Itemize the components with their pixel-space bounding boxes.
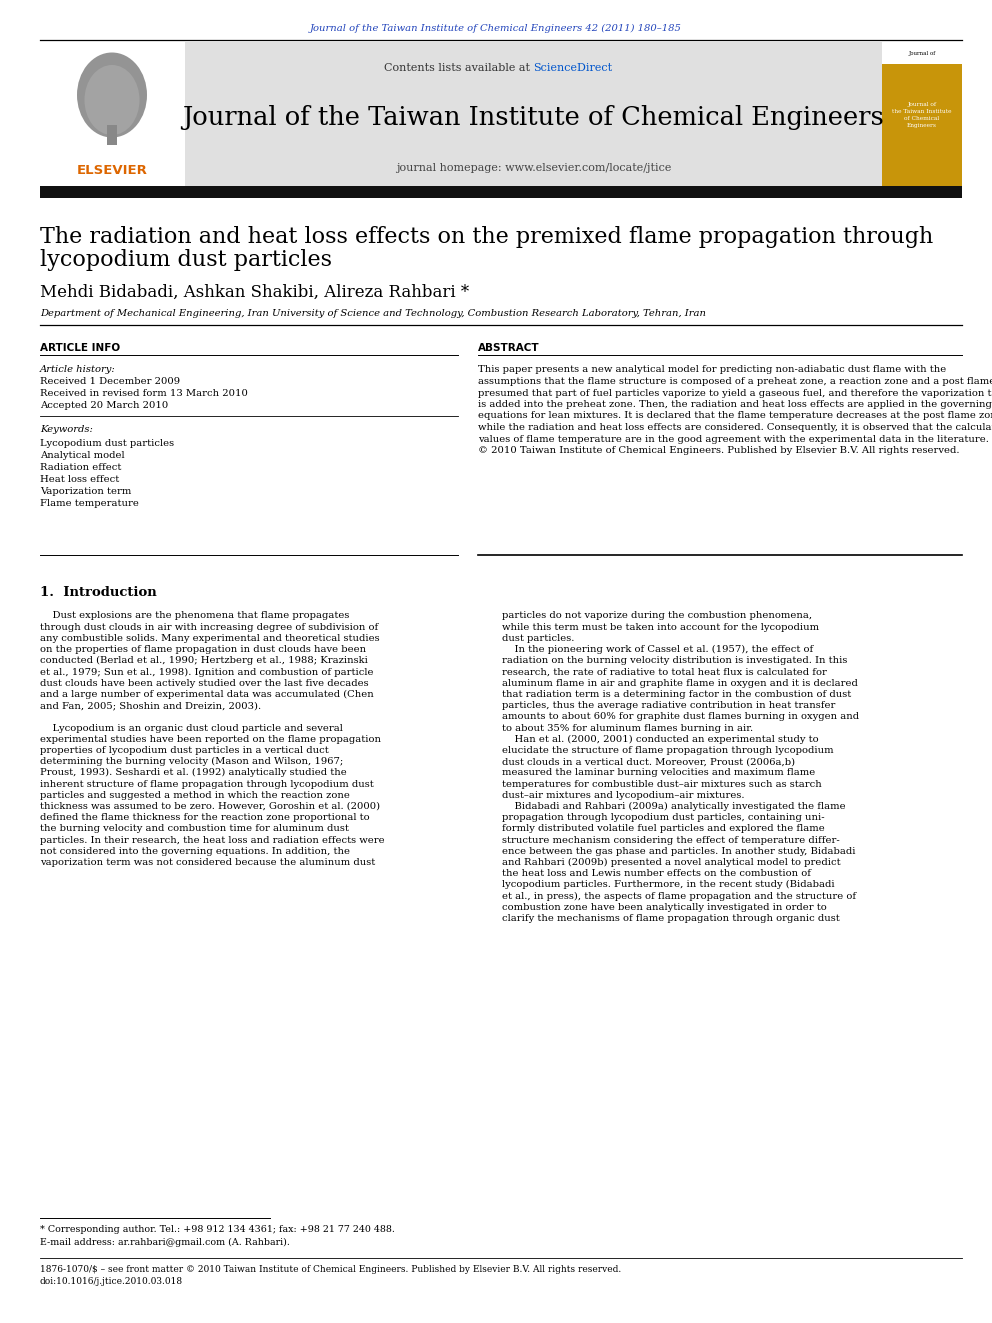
Text: The radiation and heat loss effects on the premixed flame propagation through: The radiation and heat loss effects on t… — [40, 226, 933, 247]
Text: amounts to about 60% for graphite dust flames burning in oxygen and: amounts to about 60% for graphite dust f… — [502, 712, 859, 721]
Text: © 2010 Taiwan Institute of Chemical Engineers. Published by Elsevier B.V. All ri: © 2010 Taiwan Institute of Chemical Engi… — [478, 446, 959, 455]
Text: aluminum flame in air and graphite flame in oxygen and it is declared: aluminum flame in air and graphite flame… — [502, 679, 858, 688]
Text: combustion zone have been analytically investigated in order to: combustion zone have been analytically i… — [502, 902, 826, 912]
Text: Received 1 December 2009: Received 1 December 2009 — [40, 377, 181, 386]
Text: Department of Mechanical Engineering, Iran University of Science and Technology,: Department of Mechanical Engineering, Ir… — [40, 310, 706, 319]
Text: thickness was assumed to be zero. However, Goroshin et al. (2000): thickness was assumed to be zero. Howeve… — [40, 802, 380, 811]
Text: the heat loss and Lewis number effects on the combustion of: the heat loss and Lewis number effects o… — [502, 869, 811, 878]
Bar — [882, 42, 962, 194]
Text: Dust explosions are the phenomena that flame propagates: Dust explosions are the phenomena that f… — [40, 611, 349, 620]
Text: inherent structure of flame propagation through lycopodium dust: inherent structure of flame propagation … — [40, 779, 374, 789]
Bar — [40, 42, 962, 194]
Bar — [882, 42, 962, 64]
Text: particles. In their research, the heat loss and radiation effects were: particles. In their research, the heat l… — [40, 836, 385, 844]
Text: structure mechanism considering the effect of temperature differ-: structure mechanism considering the effe… — [502, 836, 840, 844]
Text: This paper presents a new analytical model for predicting non-adiabatic dust fla: This paper presents a new analytical mod… — [478, 365, 946, 374]
Text: Heat loss effect: Heat loss effect — [40, 475, 119, 483]
Text: Vaporization term: Vaporization term — [40, 487, 131, 496]
Text: Radiation effect: Radiation effect — [40, 463, 121, 471]
Text: doi:10.1016/j.jtice.2010.03.018: doi:10.1016/j.jtice.2010.03.018 — [40, 1278, 184, 1286]
Text: Lycopodium dust particles: Lycopodium dust particles — [40, 438, 175, 447]
Text: while this term must be taken into account for the lycopodium: while this term must be taken into accou… — [502, 623, 819, 631]
Text: * Corresponding author. Tel.: +98 912 134 4361; fax: +98 21 77 240 488.: * Corresponding author. Tel.: +98 912 13… — [40, 1225, 395, 1234]
Ellipse shape — [84, 65, 140, 135]
Text: ence between the gas phase and particles. In another study, Bidabadi: ence between the gas phase and particles… — [502, 847, 855, 856]
Text: dust particles.: dust particles. — [502, 634, 574, 643]
Text: Analytical model: Analytical model — [40, 451, 125, 459]
Text: Contents lists available at: Contents lists available at — [384, 64, 534, 73]
Text: lycopodium particles. Furthermore, in the recent study (Bidabadi: lycopodium particles. Furthermore, in th… — [502, 880, 834, 889]
Text: while the radiation and heat loss effects are considered. Consequently, it is ob: while the radiation and heat loss effect… — [478, 423, 992, 433]
Text: propagation through lycopodium dust particles, containing uni-: propagation through lycopodium dust part… — [502, 814, 824, 822]
Text: presumed that part of fuel particles vaporize to yield a gaseous fuel, and there: presumed that part of fuel particles vap… — [478, 389, 992, 397]
Text: conducted (Berlad et al., 1990; Hertzberg et al., 1988; Krazinski: conducted (Berlad et al., 1990; Hertzber… — [40, 656, 368, 665]
Bar — [40, 187, 962, 198]
Text: not considered into the governing equations. In addition, the: not considered into the governing equati… — [40, 847, 350, 856]
Text: to about 35% for aluminum flames burning in air.: to about 35% for aluminum flames burning… — [502, 724, 753, 733]
Text: radiation on the burning velocity distribution is investigated. In this: radiation on the burning velocity distri… — [502, 656, 847, 665]
Text: defined the flame thickness for the reaction zone proportional to: defined the flame thickness for the reac… — [40, 814, 370, 822]
Text: is added into the preheat zone. Then, the radiation and heat loss effects are ap: is added into the preheat zone. Then, th… — [478, 400, 992, 409]
Text: particles, thus the average radiative contribution in heat transfer: particles, thus the average radiative co… — [502, 701, 835, 710]
Text: clarify the mechanisms of flame propagation through organic dust: clarify the mechanisms of flame propagat… — [502, 914, 840, 923]
Text: Received in revised form 13 March 2010: Received in revised form 13 March 2010 — [40, 389, 248, 398]
Text: 1.  Introduction: 1. Introduction — [40, 586, 157, 598]
Text: Keywords:: Keywords: — [40, 426, 93, 434]
Text: through dust clouds in air with increasing degree of subdivision of: through dust clouds in air with increasi… — [40, 623, 378, 631]
Text: ARTICLE INFO: ARTICLE INFO — [40, 343, 120, 353]
Text: E-mail address: ar.rahbari@gmail.com (A. Rahbari).: E-mail address: ar.rahbari@gmail.com (A.… — [40, 1237, 290, 1246]
Text: vaporization term was not considered because the aluminum dust: vaporization term was not considered bec… — [40, 857, 375, 867]
Text: particles and suggested a method in which the reaction zone: particles and suggested a method in whic… — [40, 791, 350, 799]
Text: et al., in press), the aspects of flame propagation and the structure of: et al., in press), the aspects of flame … — [502, 892, 856, 901]
Text: Journal of: Journal of — [909, 50, 935, 56]
Text: temperatures for combustible dust–air mixtures such as starch: temperatures for combustible dust–air mi… — [502, 779, 821, 789]
Text: and a large number of experimental data was accumulated (Chen: and a large number of experimental data … — [40, 689, 374, 699]
Text: dust–air mixtures and lycopodium–air mixtures.: dust–air mixtures and lycopodium–air mix… — [502, 791, 745, 799]
Text: particles do not vaporize during the combustion phenomena,: particles do not vaporize during the com… — [502, 611, 812, 620]
Text: Journal of the Taiwan Institute of Chemical Engineers: Journal of the Taiwan Institute of Chemi… — [183, 106, 885, 131]
Text: journal homepage: www.elsevier.com/locate/jtice: journal homepage: www.elsevier.com/locat… — [396, 163, 672, 173]
Text: equations for lean mixtures. It is declared that the flame temperature decreases: equations for lean mixtures. It is decla… — [478, 411, 992, 421]
Text: Article history:: Article history: — [40, 365, 116, 374]
Text: 1876-1070/$ – see front matter © 2010 Taiwan Institute of Chemical Engineers. Pu: 1876-1070/$ – see front matter © 2010 Ta… — [40, 1266, 621, 1274]
Text: formly distributed volatile fuel particles and explored the flame: formly distributed volatile fuel particl… — [502, 824, 824, 833]
Text: properties of lycopodium dust particles in a vertical duct: properties of lycopodium dust particles … — [40, 746, 328, 755]
Text: experimental studies have been reported on the flame propagation: experimental studies have been reported … — [40, 734, 381, 744]
Text: Mehdi Bidabadi, Ashkan Shakibi, Alireza Rahbari *: Mehdi Bidabadi, Ashkan Shakibi, Alireza … — [40, 283, 469, 300]
Text: Journal of
the Taiwan Institute
of Chemical
Engineers: Journal of the Taiwan Institute of Chemi… — [892, 102, 951, 128]
Bar — [40, 42, 185, 194]
Text: In the pioneering work of Cassel et al. (1957), the effect of: In the pioneering work of Cassel et al. … — [502, 646, 813, 654]
Text: Accepted 20 March 2010: Accepted 20 March 2010 — [40, 401, 169, 410]
Text: Journal of the Taiwan Institute of Chemical Engineers 42 (2011) 180–185: Journal of the Taiwan Institute of Chemi… — [310, 24, 682, 33]
Text: ELSEVIER: ELSEVIER — [76, 164, 148, 176]
Text: determining the burning velocity (Mason and Wilson, 1967;: determining the burning velocity (Mason … — [40, 757, 343, 766]
Text: any combustible solids. Many experimental and theoretical studies: any combustible solids. Many experimenta… — [40, 634, 380, 643]
Text: ScienceDirect: ScienceDirect — [534, 64, 613, 73]
Text: lycopodium dust particles: lycopodium dust particles — [40, 249, 332, 271]
Text: that radiation term is a determining factor in the combustion of dust: that radiation term is a determining fac… — [502, 689, 851, 699]
Bar — [107, 124, 117, 146]
Text: research, the rate of radiative to total heat flux is calculated for: research, the rate of radiative to total… — [502, 668, 827, 676]
Text: elucidate the structure of flame propagation through lycopodium: elucidate the structure of flame propaga… — [502, 746, 833, 755]
Text: on the properties of flame propagation in dust clouds have been: on the properties of flame propagation i… — [40, 646, 366, 654]
Text: Flame temperature: Flame temperature — [40, 499, 139, 508]
Text: Bidabadi and Rahbari (2009a) analytically investigated the flame: Bidabadi and Rahbari (2009a) analyticall… — [502, 802, 845, 811]
Text: Han et al. (2000, 2001) conducted an experimental study to: Han et al. (2000, 2001) conducted an exp… — [502, 734, 818, 744]
Text: dust clouds have been actively studied over the last five decades: dust clouds have been actively studied o… — [40, 679, 369, 688]
Text: values of flame temperature are in the good agreement with the experimental data: values of flame temperature are in the g… — [478, 434, 989, 443]
Text: and Rahbari (2009b) presented a novel analytical model to predict: and Rahbari (2009b) presented a novel an… — [502, 857, 840, 867]
Text: et al., 1979; Sun et al., 1998). Ignition and combustion of particle: et al., 1979; Sun et al., 1998). Ignitio… — [40, 667, 374, 676]
Text: Proust, 1993). Seshardi et al. (1992) analytically studied the: Proust, 1993). Seshardi et al. (1992) an… — [40, 769, 347, 778]
Ellipse shape — [77, 53, 147, 138]
Text: the burning velocity and combustion time for aluminum dust: the burning velocity and combustion time… — [40, 824, 349, 833]
Text: and Fan, 2005; Shoshin and Dreizin, 2003).: and Fan, 2005; Shoshin and Dreizin, 2003… — [40, 701, 261, 710]
Text: measured the laminar burning velocities and maximum flame: measured the laminar burning velocities … — [502, 769, 815, 778]
Text: dust clouds in a vertical duct. Moreover, Proust (2006a,b): dust clouds in a vertical duct. Moreover… — [502, 757, 796, 766]
Text: Lycopodium is an organic dust cloud particle and several: Lycopodium is an organic dust cloud part… — [40, 724, 343, 733]
Text: assumptions that the flame structure is composed of a preheat zone, a reaction z: assumptions that the flame structure is … — [478, 377, 992, 386]
Text: ABSTRACT: ABSTRACT — [478, 343, 540, 353]
